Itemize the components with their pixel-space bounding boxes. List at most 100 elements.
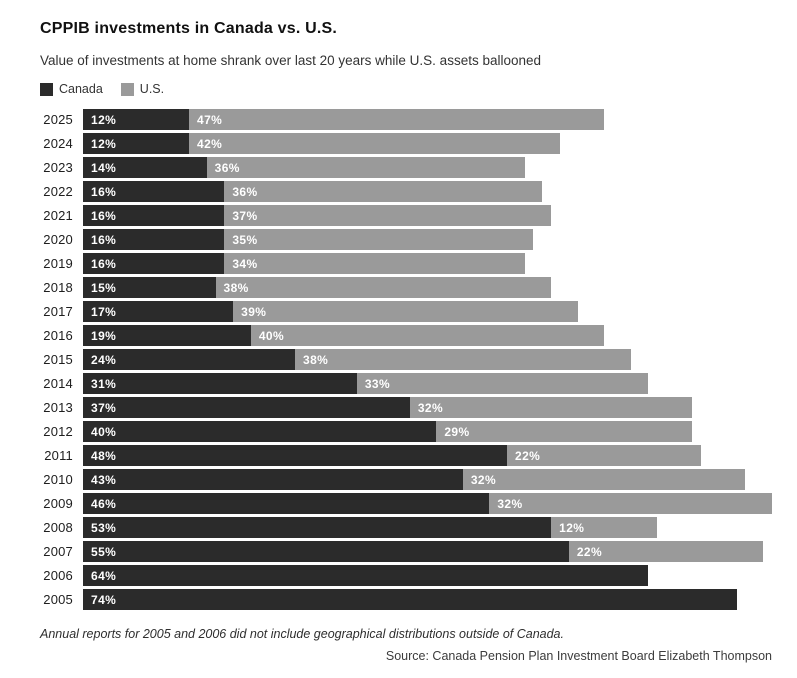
year-label: 2015 xyxy=(43,352,73,367)
segment-value-label: 36% xyxy=(214,160,240,175)
segment-value-label: 32% xyxy=(497,496,523,511)
chart-title: CPPIB investments in Canada vs. U.S. xyxy=(40,20,338,37)
year-label: 2016 xyxy=(43,328,73,343)
canada-bar-segment: 31% xyxy=(83,373,357,394)
canada-bar-segment: 17% xyxy=(83,301,234,322)
segment-value-label: 17% xyxy=(91,304,117,319)
segment-value-label: 32% xyxy=(470,472,497,487)
bar-track: 12% 42% xyxy=(83,133,772,154)
segment-value-label: 47% xyxy=(197,112,223,127)
segment-value-label: 40% xyxy=(258,328,285,343)
bar-track: 17% 39% xyxy=(83,301,772,322)
year-label: 2010 xyxy=(43,472,73,487)
bar-track: 16% 36% xyxy=(83,181,772,202)
canada-bar-segment: 15% xyxy=(83,277,216,298)
canada-bar-segment: 74% xyxy=(83,589,737,610)
segment-value-label: 12% xyxy=(91,112,117,127)
us-bar-segment: 47% xyxy=(189,109,605,130)
segment-value-label: 33% xyxy=(364,376,391,391)
canada-bar-segment: 43% xyxy=(83,469,463,490)
chart-row: 2008 53% 12% xyxy=(40,517,772,538)
bar-track: 19% 40% xyxy=(83,325,772,346)
segment-value-label: 15% xyxy=(91,280,117,295)
canada-swatch-icon xyxy=(40,82,53,96)
year-label: 2012 xyxy=(43,424,73,439)
bar-track: 48% 22% xyxy=(83,445,772,466)
segment-value-label: 31% xyxy=(91,376,117,391)
chart-row: 2023 14% 36% xyxy=(40,157,772,178)
segment-value-label: 12% xyxy=(559,520,585,535)
canada-bar-segment: 16% xyxy=(83,181,225,202)
year-label: 2009 xyxy=(43,496,73,511)
canada-bar-segment: 16% xyxy=(83,253,225,274)
segment-value-label: 48% xyxy=(91,448,117,463)
us-bar-segment: 42% xyxy=(189,133,560,154)
chart-source: Source: Canada Pension Plan Investment B… xyxy=(385,649,772,663)
us-bar-segment: 38% xyxy=(215,277,552,298)
bar-track: 46% 32% xyxy=(83,493,772,514)
segment-value-label: 42% xyxy=(197,136,223,151)
chart-row: 2016 19% 40% xyxy=(40,325,772,346)
us-bar-segment: 36% xyxy=(206,157,525,178)
us-bar-segment: 40% xyxy=(250,325,605,346)
bar-track: 53% 12% xyxy=(83,517,772,538)
us-bar-segment: 39% xyxy=(233,301,578,322)
bar-track: 64% xyxy=(83,565,772,586)
segment-value-label: 37% xyxy=(91,400,117,415)
segment-value-label: 22% xyxy=(576,544,603,559)
bar-track: 15% 38% xyxy=(83,277,772,298)
bar-track: 14% 36% xyxy=(83,157,772,178)
us-bar-segment: 22% xyxy=(568,541,764,562)
segment-value-label: 19% xyxy=(91,328,117,343)
bar-track: 55% 22% xyxy=(83,541,772,562)
segment-value-label: 24% xyxy=(91,352,117,367)
bar-track: 24% 38% xyxy=(83,349,772,370)
canada-bar-segment: 53% xyxy=(83,517,552,538)
segment-value-label: 12% xyxy=(91,136,117,151)
segment-value-label: 22% xyxy=(515,448,541,463)
segment-value-label: 38% xyxy=(303,352,329,367)
segment-value-label: 34% xyxy=(232,256,258,271)
chart-row: 2012 40% 29% xyxy=(40,421,772,442)
us-swatch-icon xyxy=(120,82,134,96)
bar-track: 16% 35% xyxy=(83,229,772,250)
segment-value-label: 29% xyxy=(444,424,470,439)
year-label: 2006 xyxy=(43,568,73,583)
bar-track: 31% 33% xyxy=(83,373,772,394)
year-label: 2023 xyxy=(43,160,73,175)
segment-value-label: 40% xyxy=(91,424,117,439)
us-bar-segment: 32% xyxy=(489,493,772,514)
us-bar-segment: 36% xyxy=(224,181,543,202)
us-bar-segment: 29% xyxy=(436,421,693,442)
year-label: 2020 xyxy=(43,232,73,247)
chart-footnote: Annual reports for 2005 and 2006 did not… xyxy=(40,627,564,641)
segment-value-label: 64% xyxy=(91,568,117,583)
chart-row: 2011 48% 22% xyxy=(40,445,772,466)
us-bar-segment: 38% xyxy=(295,349,631,370)
year-label: 2014 xyxy=(43,376,73,391)
segment-value-label: 36% xyxy=(232,184,258,199)
us-bar-segment: 22% xyxy=(507,445,702,466)
segment-value-label: 14% xyxy=(91,160,117,175)
year-label: 2005 xyxy=(43,592,73,607)
canada-bar-segment: 19% xyxy=(83,325,251,346)
segment-value-label: 43% xyxy=(91,472,117,487)
stacked-bar-chart: 2025 12% 47% 2024 12% 42% 2023 14% 36% 2022 16% 36%… xyxy=(40,109,772,610)
year-label: 2017 xyxy=(43,304,73,319)
chart-row: 2017 17% 39% xyxy=(40,301,772,322)
legend-label-us: U.S. xyxy=(139,82,165,96)
chart-row: 2019 16% 34% xyxy=(40,253,772,274)
segment-value-label: 38% xyxy=(223,280,249,295)
year-label: 2008 xyxy=(43,520,73,535)
segment-value-label: 16% xyxy=(91,232,117,247)
bar-track: 37% 32% xyxy=(83,397,772,418)
legend-label-canada: Canada xyxy=(59,82,103,96)
us-bar-segment: 35% xyxy=(224,229,534,250)
chart-row: 2025 12% 47% xyxy=(40,109,772,130)
chart-row: 2006 64% xyxy=(40,565,772,586)
legend-item-canada: Canada xyxy=(40,82,103,96)
canada-bar-segment: 46% xyxy=(83,493,490,514)
bar-track: 12% 47% xyxy=(83,109,772,130)
canada-bar-segment: 37% xyxy=(83,397,410,418)
chart-row: 2015 24% 38% xyxy=(40,349,772,370)
